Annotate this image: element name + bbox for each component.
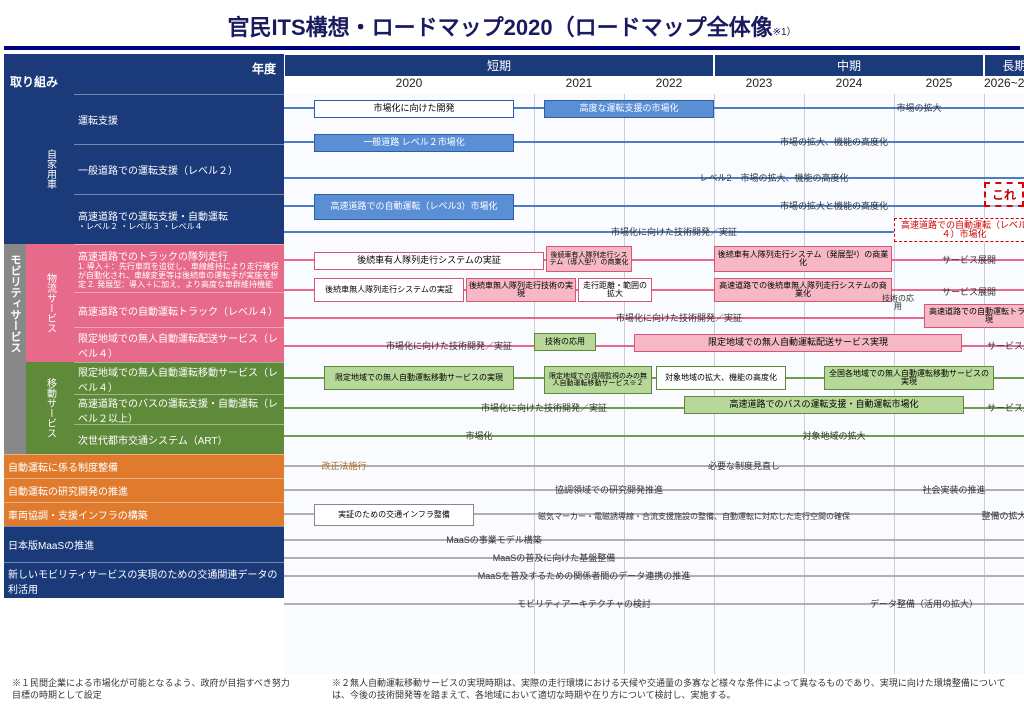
bar-26: 限定地域での無人自動運転移動サービスの実現 [324,366,514,390]
year-row: 2020202120222023202420252026~2030 [284,74,1024,94]
left-item-3-2: 車両協調・支援インフラの構築 [4,502,284,526]
bar-4: 市場の拡大、機能の高度化 [644,134,1024,152]
bar-45: モビリティアーキテクチャの検討 [444,596,724,614]
bar-38: 社会実装の推進 [874,482,1024,500]
left-item-4-0: 日本版MaaSの推進 [4,526,284,562]
bar-1: 高度な運転支援の市場化 [544,100,714,118]
year-2023: 2023 [714,74,804,94]
bar-35: 改正法施行 [304,458,384,476]
bar-20: 市場化に向けた技術開発／実証 [564,310,794,328]
bar-37: 協調領域での研究開発推進 [484,482,734,500]
year-2024: 2024 [804,74,894,94]
footnote-2: ※２無人自動運転移動サービスの実現時期は、実際の走行環境における天候や交通量の多… [324,674,1020,705]
left-item-2-2: 次世代都市交通システム（ART） [74,424,284,454]
bar-27: 限定地域での遠隔監視のみの無人自動運転移動サービス※２ [544,366,652,394]
bar-36: 必要な制度見直し [644,458,844,476]
left-item-1-2: 限定地域での無人自動運転配送サービス（レベル４） [74,327,284,362]
year-2025: 2025 [894,74,984,94]
callout-kore: これ [984,182,1024,207]
bar-3: 一般道路 レベル２市場化 [314,134,514,152]
bar-21: 高速道路での自動運転トラック実現 [924,304,1024,328]
vcat-2 [4,362,26,454]
bar-6: 高速道路での自動運転（レベル3）市場化 [314,194,514,220]
bar-14: 後続車無人隊列走行システムの実証 [314,278,464,302]
bar-5: レベル2 市場の拡大、機能の高度化 [584,170,964,188]
bar-32: サービス展開 [974,400,1024,418]
left-item-5-0: 新しいモビリティサービスの実現のための交通関連データの利活用 [4,562,284,598]
left-item-3-0: 自動運転に係る制度整備 [4,454,284,478]
title-note: ※1） [773,27,797,38]
left-group-4: 日本版MaaSの推進 [4,526,284,562]
year-2020: 2020 [284,74,534,94]
bar-41: 整備の拡大 [954,508,1024,526]
bar-22: 市場化に向けた技術開発／実証 [344,338,554,356]
bar-33: 市場化 [404,428,554,446]
left-item-1-0: 高速道路でのトラックの隊列走行1. 導入＋：先行車両を追従し、車線維持により走行… [74,244,284,292]
bar-43: MaaSの普及に向けた基盤整備 [424,550,684,568]
year-2022: 2022 [624,74,714,94]
bar-17: 高速道路での後続車無人隊列走行システムの商業化 [714,278,892,302]
left-item-0-2: 高速道路での運転支援・自動運転・レベル２ ・レベル３ ・レベル４ [74,194,284,244]
left-item-2-1: 高速道路でのバスの運転支援・自動運転（レベル２以上） [74,394,284,424]
header-nendo: 年度 [252,60,276,77]
bar-46: データ整備（活用の拡大） [824,596,1024,614]
bar-13: サービス展開 [914,252,1024,270]
year-2021: 2021 [534,74,624,94]
vcat2-0: 自家用車 [26,94,74,244]
bar-30: 市場化に向けた技術開発／実証 [424,400,664,418]
bar-18: サービス展開 [914,284,1024,302]
page-title: 官民ITS構想・ロードマップ2020（ロードマップ全体像※1） [4,4,1020,44]
bar-7: 市場の拡大と機能の高度化 [704,198,964,216]
bar-44: MaaSを普及するための関係者間のデータ連携の推進 [424,568,744,586]
bar-40: 磁気マーカー・電磁誘導線・合流支援施設の整備、自動運転に対応した走行空間の確保 [484,508,904,526]
bar-29: 全国各地域での無人自動運転移動サービスの実現 [824,366,994,390]
header-left: 年度 取り組み [4,54,284,94]
bar-28: 対象地域の拡大、機能の高度化 [656,366,786,390]
bar-25: サービス展開 [974,338,1024,356]
left-group-1: モビリティサービス物流サービス高速道路でのトラックの隊列走行1. 導入＋：先行車… [4,244,284,362]
vcat-1: モビリティサービス [4,244,26,362]
bar-2: 市場の拡大 [784,100,1024,118]
left-item-3-1: 自動運転の研究開発の推進 [4,478,284,502]
title-text: 官民ITS構想・ロードマップ2020（ロードマップ全体像 [227,15,772,40]
period-row: 短期中期長期 [284,54,1024,74]
vcat-0 [4,94,26,244]
left-group-3: 自動運転に係る制度整備自動運転の研究開発の推進車両協調・支援インフラの構築 [4,454,284,526]
bar-16: 走行距離・範囲の拡大 [578,278,652,302]
bar-15: 後続車無人隊列走行技術の実現 [466,278,576,302]
bar-9: 高速道路での自動運転（レベル４）市場化 [894,218,1024,242]
bar-11: 後続車有人隊列走行システム（導入型¹）の商業化 [546,246,632,272]
title-underline [4,46,1020,50]
bar-39: 実証のための交通インフラ整備 [314,504,474,526]
left-categories: 自家用車運転支援一般道路での運転支援（レベル２）高速道路での運転支援・自動運転・… [4,94,284,674]
left-item-1-1: 高速道路での自動運転トラック（レベル４） [74,292,284,327]
left-item-0-1: 一般道路での運転支援（レベル２） [74,144,284,194]
bar-19: 技術の応用 [878,294,918,312]
year-2026~2030: 2026~2030 [984,74,1024,94]
chart-area: 市場化に向けた開発高度な運転支援の市場化市場の拡大一般道路 レベル２市場化市場の… [284,94,1024,674]
bar-34: 対象地域の拡大 [734,428,934,446]
left-item-2-0: 限定地域での無人自動運転移動サービス（レベル４） [74,362,284,394]
bar-42: MaaSの事業モデル構築 [394,532,594,550]
left-item-0-0: 運転支援 [74,94,284,144]
left-group-0: 自家用車運転支援一般道路での運転支援（レベル２）高速道路での運転支援・自動運転・… [4,94,284,244]
footnotes: ※１民間企業による市場化が可能となるよう、政府が目指すべき努力目標の時期として設… [4,674,1020,705]
vcat2-2: 移動サービス [26,362,74,454]
timeline-header: 短期中期長期 2020202120222023202420252026~2030 [284,54,1024,94]
bar-0: 市場化に向けた開発 [314,100,514,118]
main-grid: 年度 取り組み 短期中期長期 2020202120222023202420252… [4,54,1020,674]
bar-12: 後続車有人隊列走行システム（発展型²）の商業化 [714,246,892,272]
bar-10: 後続車有人隊列走行システムの実証 [314,252,544,270]
left-group-5: 新しいモビリティサービスの実現のための交通関連データの利活用 [4,562,284,598]
bar-31: 高速道路でのバスの運転支援・自動運転市場化 [684,396,964,414]
vcat2-1: 物流サービス [26,244,74,362]
bar-8: 市場化に向けた技術開発／実証 [484,224,864,242]
header-torikumi: 取り組み [10,73,58,90]
footnote-1: ※１民間企業による市場化が可能となるよう、政府が目指すべき努力目標の時期として設… [4,674,304,705]
bar-23: 技術の応用 [534,333,596,351]
roadmap-page: 官民ITS構想・ロードマップ2020（ロードマップ全体像※1） 年度 取り組み … [0,0,1024,709]
bar-24: 限定地域での無人自動運転配送サービス実現 [634,334,962,352]
left-group-2: 移動サービス限定地域での無人自動運転移動サービス（レベル４）高速道路でのバスの運… [4,362,284,454]
